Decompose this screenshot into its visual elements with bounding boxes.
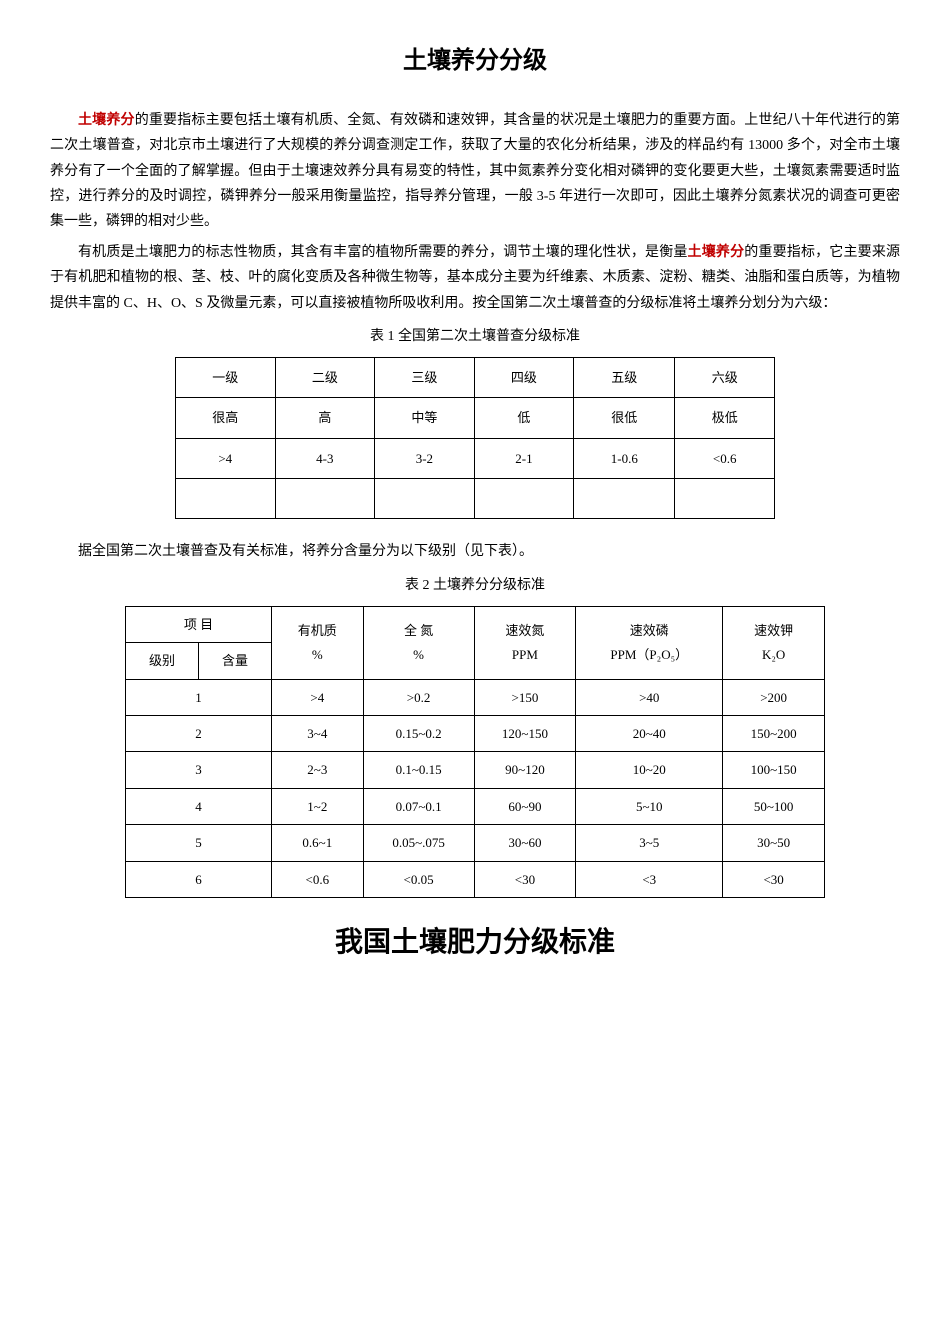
cell	[275, 479, 375, 519]
cell: 高	[275, 398, 375, 438]
cell: 120~150	[474, 715, 576, 751]
cell: 0.07~0.1	[363, 788, 474, 824]
table-row: 一级 二级 三级 四级 五级 六级	[176, 357, 775, 397]
table-row: 2 3~4 0.15~0.2 120~150 20~40 150~200	[126, 715, 825, 751]
paragraph-3: 据全国第二次土壤普查及有关标准，将养分含量分为以下级别（见下表）。	[50, 539, 900, 564]
table-row: 项 目 有机质% 全 氮% 速效氮PPM 速效磷PPM（P₂O₅） 速效钾K₂O	[126, 606, 825, 642]
table-row: 1 >4 >0.2 >150 >40 >200	[126, 679, 825, 715]
cell: 四级	[474, 357, 574, 397]
cell: >150	[474, 679, 576, 715]
table2-caption: 表 2 土壤养分分级标准	[50, 573, 900, 598]
cell: 1	[126, 679, 272, 715]
cell: 二级	[275, 357, 375, 397]
cell: 五级	[574, 357, 675, 397]
highlight-1: 土壤养分	[78, 113, 135, 128]
cell: 低	[474, 398, 574, 438]
cell: 速效钾K₂O	[723, 606, 825, 679]
cell: 含量	[199, 643, 272, 679]
cell: 2-1	[474, 438, 574, 478]
cell: 级别	[126, 643, 199, 679]
cell: >40	[576, 679, 723, 715]
cell: 1-0.6	[574, 438, 675, 478]
cell: 0.1~0.15	[363, 752, 474, 788]
paragraph-2: 有机质是土壤肥力的标志性物质，其含有丰富的植物所需要的养分，调节土壤的理化性状，…	[50, 240, 900, 316]
cell: 20~40	[576, 715, 723, 751]
cell: 全 氮%	[363, 606, 474, 679]
para2-pre: 有机质是土壤肥力的标志性物质，其含有丰富的植物所需要的养分，调节土壤的理化性状，…	[78, 245, 688, 260]
para1-text: 的重要指标主要包括土壤有机质、全氮、有效磷和速效钾，其含量的状况是土壤肥力的重要…	[50, 113, 900, 229]
paragraph-1: 土壤养分的重要指标主要包括土壤有机质、全氮、有效磷和速效钾，其含量的状况是土壤肥…	[50, 108, 900, 234]
cell: 90~120	[474, 752, 576, 788]
table-row: 5 0.6~1 0.05~.075 30~60 3~5 30~50	[126, 825, 825, 861]
cell: <0.05	[363, 861, 474, 897]
cell: 速效磷PPM（P₂O₅）	[576, 606, 723, 679]
cell: <3	[576, 861, 723, 897]
cell: 50~100	[723, 788, 825, 824]
cell: 六级	[675, 357, 775, 397]
cell: 2~3	[272, 752, 364, 788]
cell: >4	[272, 679, 364, 715]
table-1: 一级 二级 三级 四级 五级 六级 很高 高 中等 低 很低 极低 >4 4-3…	[175, 357, 775, 520]
cell: 4	[126, 788, 272, 824]
cell: 60~90	[474, 788, 576, 824]
cell: >4	[176, 438, 276, 478]
cell: <30	[723, 861, 825, 897]
cell: 100~150	[723, 752, 825, 788]
cell: 一级	[176, 357, 276, 397]
page-title: 土壤养分分级	[50, 40, 900, 83]
cell: 3	[126, 752, 272, 788]
cell: 有机质%	[272, 606, 364, 679]
cell: 0.05~.075	[363, 825, 474, 861]
cell: 0.6~1	[272, 825, 364, 861]
cell	[375, 479, 475, 519]
cell: >200	[723, 679, 825, 715]
cell: 1~2	[272, 788, 364, 824]
cell	[675, 479, 775, 519]
table-row: >4 4-3 3-2 2-1 1-0.6 <0.6	[176, 438, 775, 478]
big-title: 我国土壤肥力分级标准	[50, 918, 900, 968]
cell: 30~60	[474, 825, 576, 861]
cell: 4-3	[275, 438, 375, 478]
cell: 速效氮PPM	[474, 606, 576, 679]
table1-caption: 表 1 全国第二次土壤普查分级标准	[50, 324, 900, 349]
cell: <30	[474, 861, 576, 897]
cell: 很低	[574, 398, 675, 438]
cell: 中等	[375, 398, 475, 438]
cell: 2	[126, 715, 272, 751]
cell	[574, 479, 675, 519]
cell: 0.15~0.2	[363, 715, 474, 751]
cell: 3-2	[375, 438, 475, 478]
cell: 三级	[375, 357, 475, 397]
cell: >0.2	[363, 679, 474, 715]
table-row	[176, 479, 775, 519]
cell: <0.6	[675, 438, 775, 478]
table-row: 6 <0.6 <0.05 <30 <3 <30	[126, 861, 825, 897]
cell: 30~50	[723, 825, 825, 861]
highlight-2: 土壤养分	[688, 245, 745, 260]
cell: 3~4	[272, 715, 364, 751]
table-2: 项 目 有机质% 全 氮% 速效氮PPM 速效磷PPM（P₂O₅） 速效钾K₂O…	[125, 606, 825, 898]
cell: 5	[126, 825, 272, 861]
cell	[474, 479, 574, 519]
cell: 150~200	[723, 715, 825, 751]
table-row: 3 2~3 0.1~0.15 90~120 10~20 100~150	[126, 752, 825, 788]
cell: <0.6	[272, 861, 364, 897]
cell: 3~5	[576, 825, 723, 861]
cell: 5~10	[576, 788, 723, 824]
cell: 很高	[176, 398, 276, 438]
table-row: 很高 高 中等 低 很低 极低	[176, 398, 775, 438]
table-row: 4 1~2 0.07~0.1 60~90 5~10 50~100	[126, 788, 825, 824]
cell: 10~20	[576, 752, 723, 788]
cell: 极低	[675, 398, 775, 438]
cell: 项 目	[126, 606, 272, 642]
cell	[176, 479, 276, 519]
cell: 6	[126, 861, 272, 897]
